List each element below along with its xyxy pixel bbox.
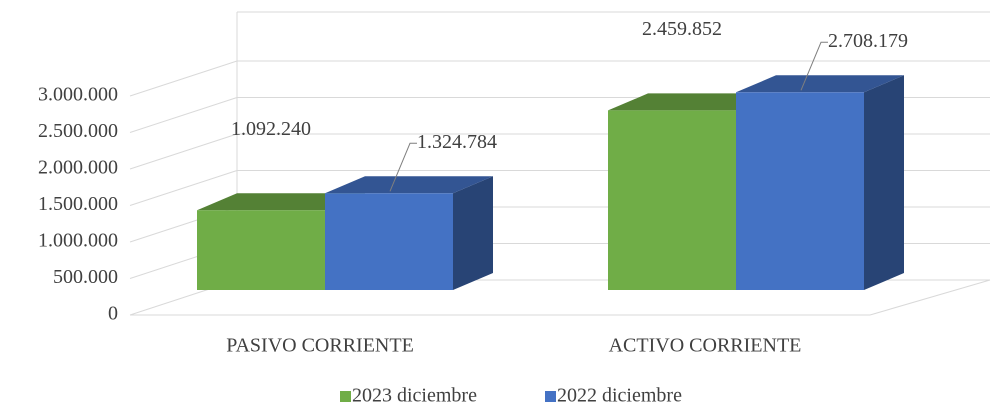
data-label: 1.324.784: [417, 131, 497, 153]
bar-top: [325, 176, 493, 194]
grid-line: [129, 170, 238, 206]
bar-top: [197, 193, 365, 211]
grid-line: [129, 133, 238, 170]
data-label: 2.459.852: [642, 18, 722, 40]
leader-line: [800, 41, 828, 91]
y-tick-label: 0: [108, 303, 118, 325]
x-tick-label: PASIVO CORRIENTE: [226, 335, 414, 357]
legend-label: 2022 diciembre: [557, 385, 682, 407]
data-label: 1.092.240: [231, 118, 311, 140]
leader-line: [389, 142, 417, 192]
floor-right: [869, 279, 991, 316]
grid-line: [129, 97, 238, 133]
y-tick-label: 1.500.000: [38, 193, 118, 215]
y-tick-label: 2.000.000: [38, 157, 118, 179]
legend-label: 2023 diciembre: [352, 385, 477, 407]
bar-top: [608, 93, 776, 111]
data-label: 2.708.179: [828, 30, 908, 52]
bar: [736, 75, 904, 290]
x-tick-label: ACTIVO CORRIENTE: [609, 335, 802, 357]
bar-front: [325, 193, 453, 290]
y-tick-label: 500.000: [53, 266, 118, 288]
bar-front: [197, 210, 325, 290]
legend-swatch: [340, 391, 351, 402]
legend-swatch: [545, 391, 556, 402]
y-tick-label: 2.500.000: [38, 120, 118, 142]
grid-line: [129, 60, 238, 97]
y-tick-label: 1.000.000: [38, 230, 118, 252]
y-tick-label: 3.000.000: [38, 84, 118, 106]
bar: [325, 176, 493, 290]
bar-front: [608, 110, 736, 290]
bar-front: [736, 92, 864, 290]
bar-top: [736, 75, 904, 93]
bar-side: [864, 75, 904, 290]
bar-side: [453, 176, 493, 290]
